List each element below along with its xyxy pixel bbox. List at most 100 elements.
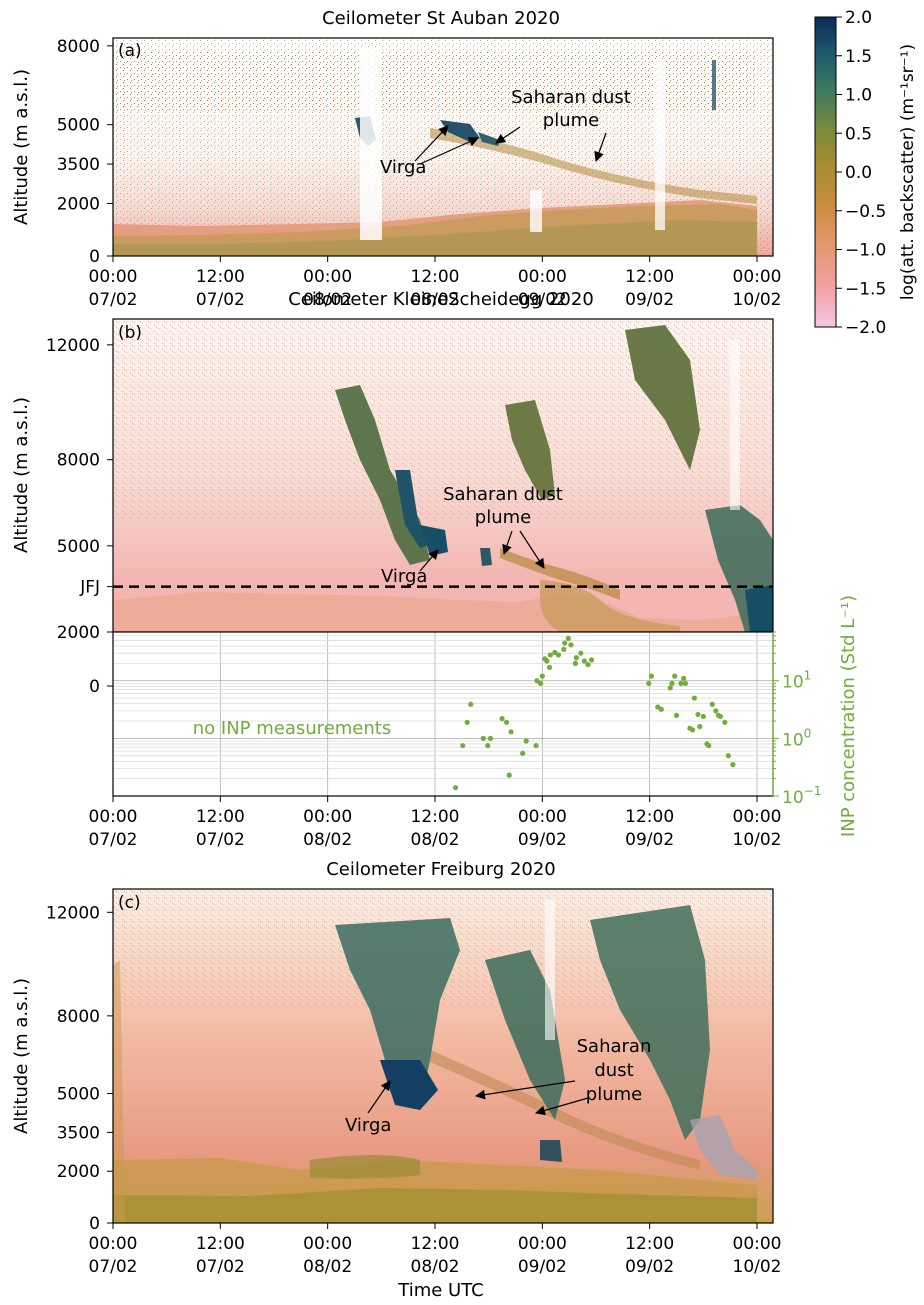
ytick-label: 5000 — [57, 116, 100, 136]
panel-b-ylabel: Altitude (m a.s.l.) — [11, 397, 32, 553]
xtick-date: 08/02 — [411, 830, 460, 850]
panel-b-label: (b) — [118, 323, 142, 343]
xtick-date: 08/02 — [303, 1257, 352, 1277]
panel-b-dust-arrow-1 — [502, 530, 513, 555]
xtick-date: 07/02 — [196, 290, 245, 310]
xtick-date: 07/02 — [89, 830, 138, 850]
inp-point — [581, 658, 587, 664]
xtick-date: 07/02 — [196, 830, 245, 850]
inp-rtick-label: 10−1 — [782, 784, 821, 808]
inp-point — [669, 680, 675, 686]
inp-point — [578, 650, 584, 656]
xtick-date: 09/02 — [625, 290, 674, 310]
inp-point — [678, 680, 684, 686]
ytick-label: 0 — [89, 247, 100, 267]
ytick-label: 2000 — [57, 194, 100, 214]
colorbar-tick-label: 0.5 — [845, 124, 872, 144]
panel-c-virga-label: Virga — [345, 1115, 391, 1136]
inp-point — [499, 716, 505, 722]
inp-point — [673, 712, 680, 719]
inp-point — [700, 713, 706, 720]
inp-point — [573, 655, 579, 661]
inp-point — [533, 742, 539, 749]
xtick-time: 12:00 — [411, 1234, 460, 1254]
inp-ylabel: INP concentration (Std L⁻¹) — [838, 595, 859, 837]
xtick-date: 09/02 — [518, 290, 567, 310]
panel-a-dust-arrow-2 — [594, 132, 607, 162]
panel-b-dust-label: Saharan dust plume — [443, 484, 563, 528]
panel-c: Ceilometer Freiburg 2020 (c) Altitude (m… — [11, 859, 782, 1301]
xtick-date: 10/02 — [733, 1257, 782, 1277]
xtick-date: 08/02 — [303, 290, 352, 310]
inp-point — [658, 706, 664, 712]
colorbar-tick-label: −1.0 — [845, 241, 886, 261]
inp-point — [667, 685, 673, 691]
panel-c-xticks: 00:00 07/02 12:00 07/02 00:00 08/02 12:00 08/02… — [89, 1223, 782, 1277]
xtick-time: 00:00 — [518, 807, 567, 827]
panel-c-virga-arrow — [367, 1080, 391, 1114]
inp-point — [648, 673, 655, 679]
xtick-date: 08/02 — [411, 290, 460, 310]
xtick-date: 09/02 — [518, 1257, 567, 1277]
panel-c-yticks: 0 2000 3500 5000 8000 12000 — [46, 903, 113, 1234]
xtick-date: 09/02 — [518, 830, 567, 850]
inp-point — [717, 713, 723, 720]
colorbar-tick-label: −2.0 — [845, 318, 886, 338]
inp-point — [565, 635, 571, 642]
inp-point — [508, 729, 514, 735]
xtick-time: 00:00 — [518, 267, 567, 287]
panel-c-dust-arrow-1 — [475, 1080, 576, 1100]
inp-point — [452, 784, 459, 791]
panel-a-xticks: 00:00 07/02 12:00 07/02 00:00 08/02 12:00 08/02… — [89, 256, 782, 310]
inp-point — [506, 772, 512, 778]
panel-b-virga-label: Virga — [381, 566, 427, 587]
panel-c-xlabel: Time UTC — [397, 1280, 483, 1301]
xtick-time: 00:00 — [89, 267, 138, 287]
inp-right-ticks: 10−1 100 101 — [772, 631, 821, 808]
panel-c-frame — [112, 888, 774, 1224]
colorbar-tick-label: 1.5 — [845, 47, 872, 67]
inp-point — [539, 673, 545, 679]
xtick-time: 00:00 — [303, 807, 352, 827]
xtick-date: 08/02 — [303, 830, 352, 850]
colorbar: 2.0 1.5 1.0 0.5 0.0 −0.5 −1.0 −1.5 −2.0 log(att.… — [814, 8, 918, 338]
inp-rtick-label: 100 — [782, 726, 811, 750]
panel-a-dust-arrow-1 — [495, 126, 521, 144]
panel-c-dust-arrow-2 — [535, 1097, 589, 1116]
panel-c-dust-label: Saharan dust plume — [577, 1036, 652, 1105]
panel-c-plot — [113, 889, 773, 1223]
xtick-time: 00:00 — [89, 807, 138, 827]
panel-a: Ceilometer St Auban 2020 (a) Altitude (m… — [11, 8, 782, 310]
inp-point — [713, 708, 719, 714]
inp-point — [480, 735, 486, 741]
inp-point — [730, 762, 736, 768]
xtick-time: 00:00 — [303, 1234, 352, 1254]
panel-a-yticks: 0 2000 3500 5000 8000 — [57, 37, 113, 267]
xtick-date: 10/02 — [733, 290, 782, 310]
inp-point — [520, 750, 526, 756]
panel-c-ylabel: Altitude (m a.s.l.) — [11, 978, 32, 1134]
inp-point — [672, 673, 678, 679]
inp-point — [709, 701, 715, 707]
inp-point — [544, 658, 550, 664]
panel-b-xticks: 00:00 07/02 12:00 07/02 00:00 08/02 12:00 08/02… — [89, 796, 782, 850]
ytick-label: 3500 — [57, 155, 100, 175]
panel-a-ylabel: Altitude (m a.s.l.) — [11, 69, 32, 225]
panel-b-jfj-label: JFJ — [79, 578, 100, 598]
xtick-time: 12:00 — [196, 1234, 245, 1254]
panel-c-title: Ceilometer Freiburg 2020 — [326, 859, 556, 880]
inp-point — [585, 662, 591, 668]
ytick-label: 5000 — [57, 1085, 100, 1105]
inp-point — [503, 719, 510, 725]
inp-point — [572, 660, 579, 666]
xtick-date: 09/02 — [625, 830, 674, 850]
colorbar-ticks: 2.0 1.5 1.0 0.5 0.0 −0.5 −1.0 −1.5 −2.0 — [836, 8, 886, 338]
colorbar-tick-label: −1.5 — [845, 279, 886, 299]
panel-a-plot — [113, 38, 773, 256]
panel-a-virga-label: Virga — [380, 157, 426, 178]
inp-point — [562, 640, 568, 646]
inp-point — [485, 742, 491, 749]
colorbar-label: log(att. backscatter) (m⁻¹sr⁻¹) — [898, 44, 918, 300]
panel-b: Ceilometer KleineScheidegg 2020 (b) Alt — [11, 289, 774, 643]
